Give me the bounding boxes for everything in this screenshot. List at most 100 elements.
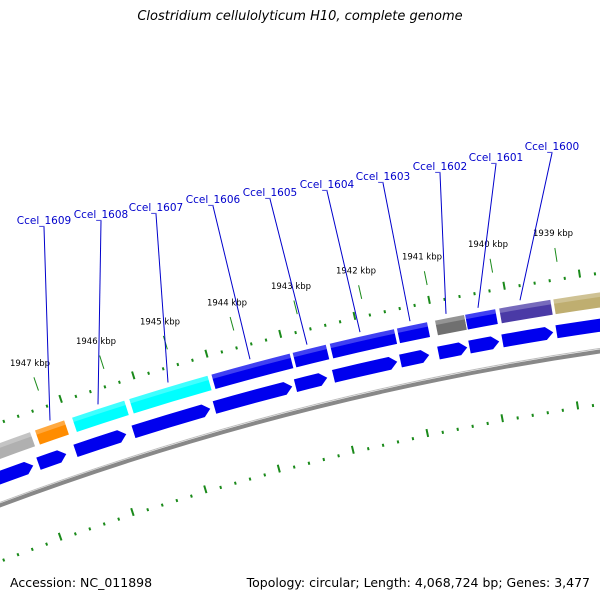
- ruler-tick: [459, 295, 460, 298]
- inner-ruler-tick: [368, 447, 369, 450]
- ruler-tick: [205, 350, 207, 358]
- gene-leader-line: [440, 173, 446, 314]
- gene-label: Ccel_1603: [356, 171, 410, 183]
- gene-leader-line: [270, 199, 307, 345]
- ruler-label: 1942 kbp: [336, 267, 376, 277]
- inner-ruler-tick: [162, 504, 163, 507]
- map-title: Clostridium cellulolyticum H10, complete…: [0, 9, 600, 24]
- ruler-tick: [579, 270, 580, 278]
- cds-arrow: [36, 450, 67, 471]
- ruler-label-tick: [100, 356, 104, 369]
- ruler-tick: [177, 363, 178, 366]
- cds-arrow: [293, 373, 328, 393]
- gene-leader-line: [98, 221, 101, 404]
- genome-backbone: [0, 346, 600, 513]
- inner-ruler-tick: [457, 428, 458, 431]
- inner-ruler-tick: [426, 429, 428, 437]
- ruler-tick: [236, 346, 237, 349]
- ruler-tick: [340, 320, 341, 323]
- ruler-tick: [192, 359, 193, 362]
- backbone-line: [0, 349, 600, 513]
- gene-leader-line: [327, 191, 360, 332]
- gene-label: Ccel_1604: [300, 179, 355, 191]
- inner-ruler-tick: [89, 527, 90, 530]
- inner-ruler-tick: [250, 478, 251, 481]
- ruler-label: 1944 kbp: [207, 298, 247, 308]
- ruler-tick: [399, 307, 400, 310]
- inner-ruler-tick: [487, 422, 488, 425]
- gene-label: Ccel_1609: [17, 215, 71, 227]
- ruler-label-tick: [490, 259, 492, 273]
- gene-leader-line: [478, 164, 496, 308]
- ruler-label-tick: [34, 377, 39, 390]
- inner-ruler-tick: [323, 458, 324, 461]
- cds-arrow: [437, 342, 468, 360]
- ruler-tick: [90, 390, 91, 393]
- gene-leader-line: [213, 206, 250, 359]
- inner-ruler-tick: [577, 401, 578, 409]
- inner-ruler-tick: [532, 414, 533, 417]
- outer-tick-ring: [0, 270, 595, 428]
- gene-leader-line: [520, 153, 552, 300]
- ruler-tick: [428, 296, 430, 304]
- inner-ruler-tick: [75, 532, 76, 535]
- inner-ruler-tick: [442, 431, 443, 434]
- cds-arrow: [73, 430, 127, 458]
- ruler-tick: [295, 331, 296, 334]
- inner-ruler-tick: [235, 482, 236, 485]
- ruler-tick: [18, 415, 19, 418]
- inner-ruler-tick: [191, 495, 192, 498]
- gene-label: Ccel_1605: [243, 187, 297, 199]
- inner-ruler-tick: [147, 508, 148, 511]
- ruler-label-tick: [230, 317, 234, 331]
- ruler-tick: [474, 292, 475, 295]
- inner-ruler-tick: [294, 466, 295, 469]
- ruler-label: 1947 kbp: [10, 359, 50, 369]
- cds-arrow: [468, 336, 500, 354]
- inner-ruler-tick: [501, 414, 502, 422]
- genome-summary: Topology: circular; Length: 4,068,724 bp…: [247, 575, 590, 590]
- ruler-tick: [163, 367, 164, 370]
- ruler-label-tick: [424, 271, 427, 285]
- inner-ruler-tick: [118, 518, 119, 521]
- cds-arrow: [555, 317, 600, 339]
- inner-ruler-tick: [278, 465, 280, 473]
- gene-label: Ccel_1607: [129, 202, 183, 214]
- ruler-tick: [279, 330, 281, 338]
- gene-label: Ccel_1600: [525, 141, 579, 153]
- ruler-tick: [59, 395, 62, 403]
- ruler-tick: [503, 282, 504, 290]
- ruler-tick: [251, 343, 252, 346]
- inner-ruler-tick: [413, 437, 414, 440]
- ruler-tick: [132, 372, 134, 380]
- ruler-tick: [148, 372, 149, 375]
- inner-ruler-tick: [338, 454, 339, 457]
- ruler-label-tick: [359, 285, 362, 299]
- inner-ruler-tick: [352, 446, 354, 454]
- inner-ruler-tick: [104, 523, 105, 526]
- inner-ruler-tick: [220, 486, 221, 489]
- cds-arrow: [399, 350, 430, 368]
- inner-ruler-tick: [264, 474, 265, 477]
- gene-label: Ccel_1606: [186, 194, 241, 206]
- cds-arrow: [0, 461, 34, 488]
- ruler-tick: [489, 289, 490, 292]
- inner-ruler-tick: [309, 462, 310, 465]
- inner-ruler-tick: [131, 508, 133, 516]
- ruler-tick: [310, 327, 311, 330]
- inner-ruler-tick: [176, 499, 177, 502]
- ruler-tick: [3, 420, 4, 423]
- ruler-tick: [75, 395, 76, 398]
- gene-leader-line: [156, 214, 168, 383]
- cds-arrow: [331, 356, 398, 383]
- ruler-label: 1946 kbp: [76, 337, 116, 347]
- ruler-label: 1945 kbp: [140, 317, 180, 327]
- ruler-tick: [519, 284, 520, 287]
- ruler-tick: [414, 304, 415, 307]
- inner-ruler-tick: [517, 416, 518, 419]
- accession-label: Accession: NC_011898: [10, 575, 152, 590]
- gene-label: Ccel_1601: [469, 152, 523, 164]
- ruler-label-tick: [555, 248, 557, 262]
